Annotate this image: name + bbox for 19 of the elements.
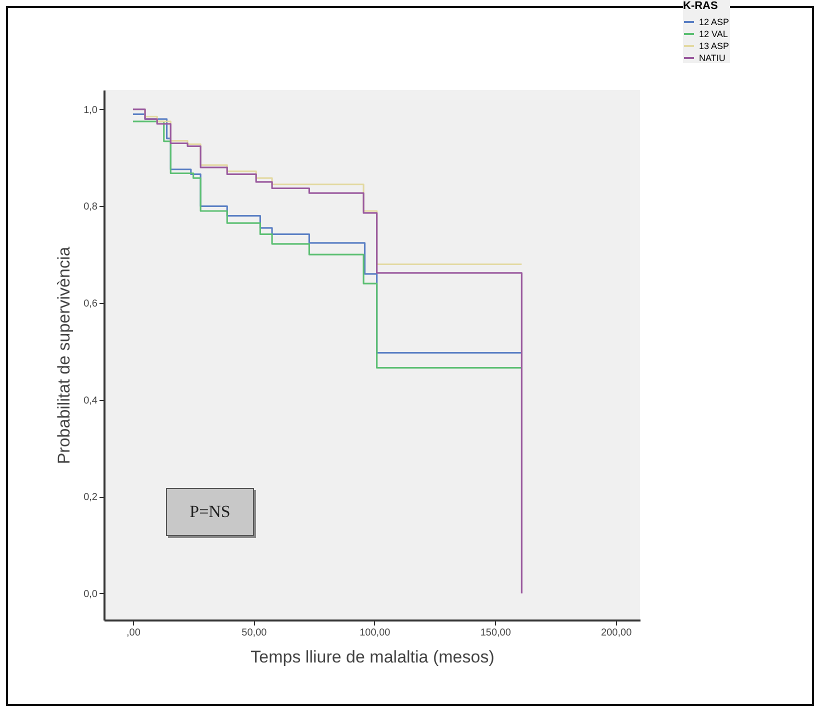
x-tick-label: 100,00 [360,628,391,638]
legend-label: NATIU [699,53,726,63]
legend-label: 12 VAL [699,29,728,39]
y-tick-label: 0,8 [84,202,98,213]
x-tick-label: 150,00 [480,628,512,638]
y-tick-label: 1,0 [84,104,98,116]
y-tick-label: 0,0 [84,588,98,600]
x-axis-title: Temps lliure de malaltia (mesos) [250,648,494,666]
y-tick-label: 0,4 [84,395,98,406]
note-box: P=NS [166,488,254,536]
y-tick-label: 0,6 [84,298,98,310]
legend-label: 13 ASP [699,41,730,51]
x-tick-label: 200,00 [601,628,632,638]
x-tick-label: ,00 [126,628,141,638]
legend-title: K-RAS [683,0,718,12]
legend-label: 12 ASP [699,17,730,27]
y-tick-label: 0,2 [84,492,98,504]
y-axis-title: Probabilitat de supervivència [54,246,74,464]
x-tick-label: 50,00 [242,628,268,638]
